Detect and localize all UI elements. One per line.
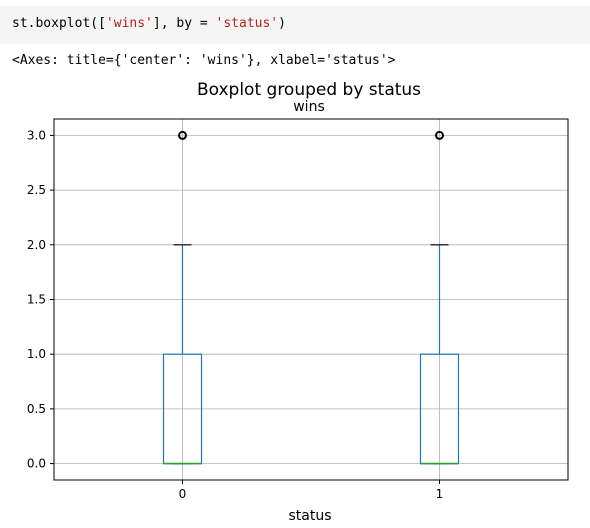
y-tick-label: 0.5 <box>27 402 46 416</box>
x-tick-label: 1 <box>436 487 444 501</box>
x-tick-label: 0 <box>179 487 187 501</box>
box-layer <box>162 130 460 465</box>
y-tick-label: 2.0 <box>27 238 46 252</box>
code-line: st.boxplot(['wins'], by = 'status') <box>12 16 286 31</box>
box-group-0 <box>162 130 203 465</box>
y-tick-label: 3.0 <box>27 128 46 142</box>
chart-title: wins <box>293 99 325 115</box>
code-middle: ], by = <box>152 16 216 31</box>
grid-lines <box>54 119 568 480</box>
boxplot-chart: Boxplot grouped by status wins 0.0 0.5 1.0… <box>27 80 569 524</box>
x-axis-label: status <box>288 508 331 524</box>
y-axis: 0.0 0.5 1.0 1.5 2.0 2.5 3.0 <box>27 128 54 471</box>
y-tick-label: 1.0 <box>27 347 46 361</box>
y-tick-label: 1.5 <box>27 293 46 307</box>
y-tick-label: 2.5 <box>27 183 46 197</box>
code-suffix: ) <box>278 16 286 31</box>
flier-point <box>435 130 444 140</box>
code-string-wins: 'wins' <box>105 16 153 31</box>
cell-output: <Axes: title={'center': 'wins'}, xlabel=… <box>12 53 396 68</box>
code-cell[interactable]: st.boxplot(['wins'], by = 'status') <box>0 6 590 44</box>
flier-point <box>178 130 187 140</box>
y-tick-label: 0.0 <box>27 457 46 471</box>
code-prefix: st.boxplot([ <box>12 16 106 31</box>
code-string-status: 'status' <box>215 16 279 31</box>
box-group-1 <box>419 130 460 465</box>
chart-suptitle: Boxplot grouped by status <box>197 80 421 100</box>
